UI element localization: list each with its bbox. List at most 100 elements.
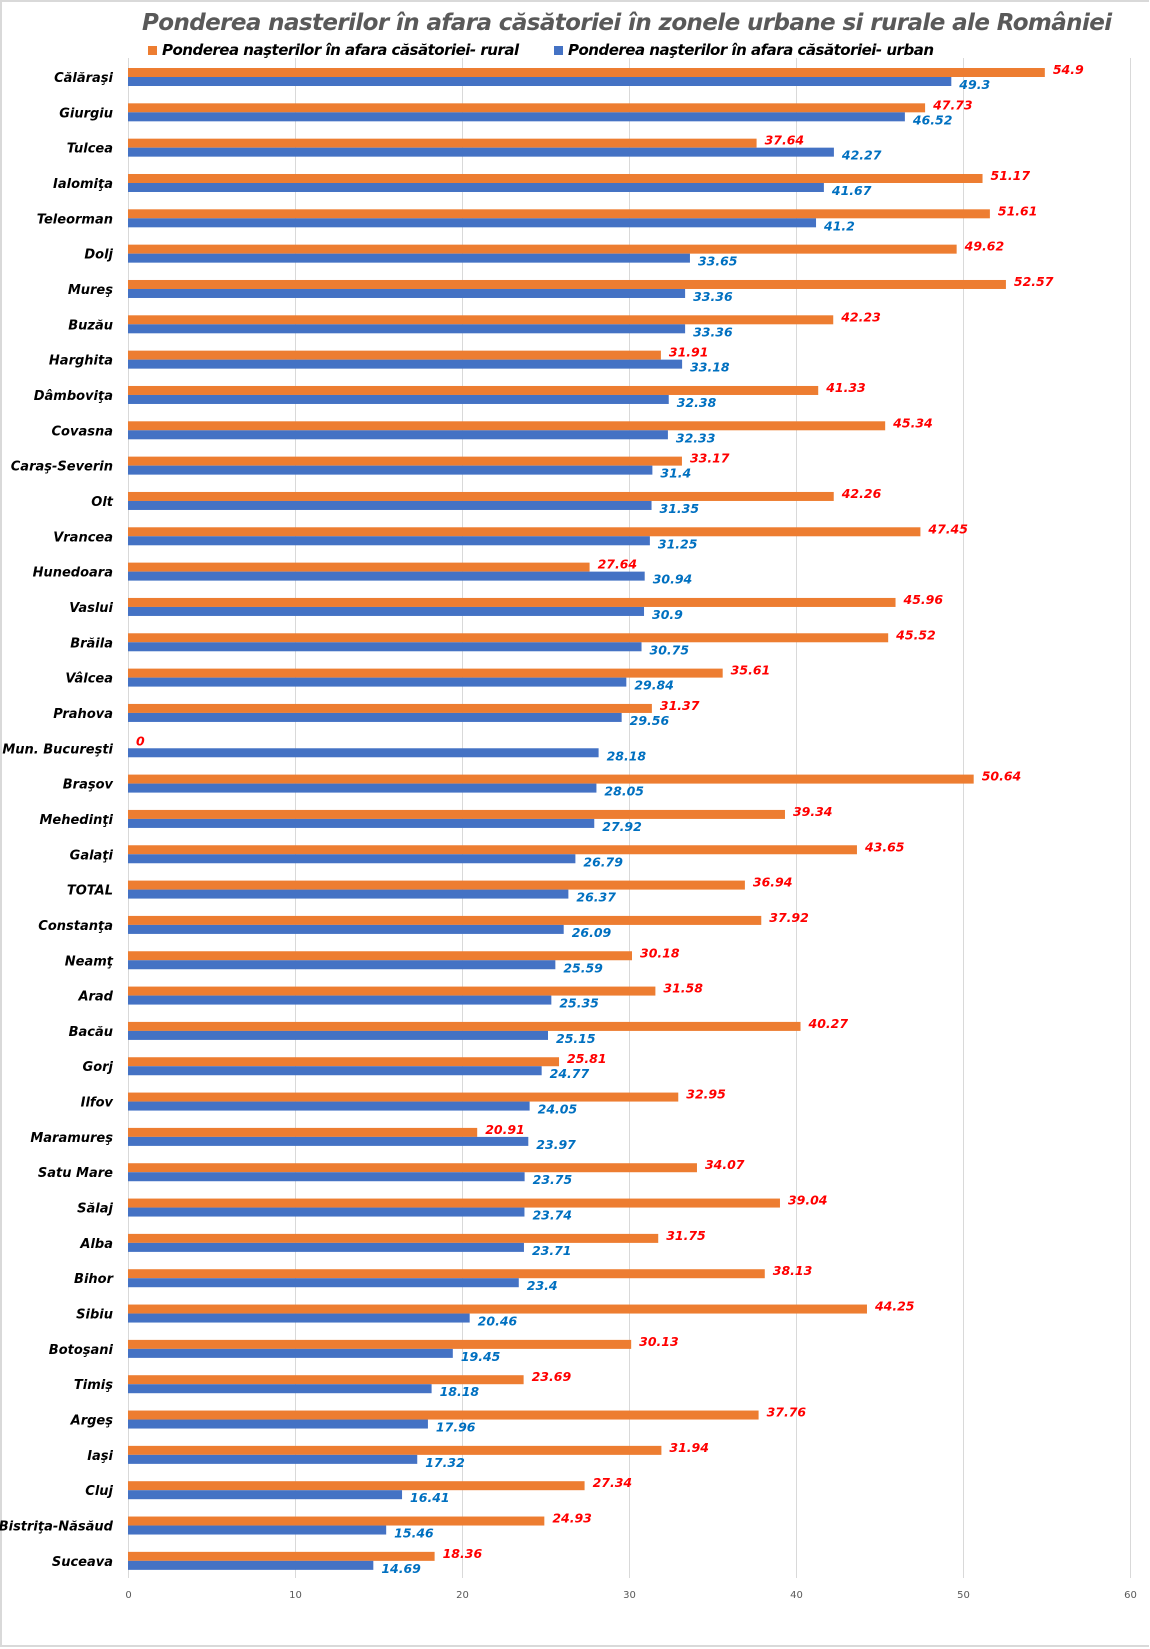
value-label-rural: 23.69 bbox=[532, 1369, 572, 1384]
value-label-rural: 42.23 bbox=[840, 309, 881, 324]
bar-rural bbox=[128, 668, 723, 678]
bar-urban bbox=[128, 1560, 374, 1570]
category-label: Maramureş bbox=[30, 1131, 113, 1146]
bar-urban bbox=[128, 359, 683, 369]
bar-rural bbox=[128, 1198, 780, 1208]
value-label-urban: 46.52 bbox=[912, 112, 953, 127]
value-label-urban: 49.3 bbox=[958, 77, 990, 92]
value-label-rural: 30.13 bbox=[639, 1334, 679, 1349]
category-label: Suceava bbox=[52, 1555, 113, 1570]
bar-urban bbox=[128, 1278, 519, 1288]
value-label-rural: 33.17 bbox=[690, 451, 730, 466]
value-label-urban: 31.35 bbox=[660, 501, 700, 516]
bar-rural bbox=[128, 597, 896, 607]
value-label-urban: 30.94 bbox=[653, 572, 693, 587]
value-label-urban: 23.75 bbox=[533, 1172, 573, 1187]
bar-rural bbox=[128, 1516, 545, 1526]
value-label-urban: 31.25 bbox=[658, 536, 698, 551]
bar-urban bbox=[128, 1419, 428, 1429]
legend-item-rural: Ponderea naşterilor în afara căsătoriei-… bbox=[148, 41, 519, 59]
bar-urban bbox=[128, 818, 595, 828]
bar-rural bbox=[128, 1304, 867, 1314]
value-label-rural: 51.61 bbox=[998, 203, 1038, 218]
value-label-rural: 45.96 bbox=[903, 592, 944, 607]
category-label: Sibiu bbox=[76, 1308, 113, 1323]
bar-urban bbox=[128, 995, 552, 1005]
bar-urban bbox=[128, 783, 597, 793]
value-label-urban: 18.18 bbox=[440, 1384, 480, 1399]
x-tick-label: 60 bbox=[1124, 1590, 1137, 1601]
category-label: Covasna bbox=[52, 424, 113, 439]
bar-urban bbox=[128, 1313, 470, 1323]
value-label-rural: 42.26 bbox=[841, 486, 882, 501]
value-label-rural: 30.18 bbox=[640, 945, 680, 960]
bar-rural bbox=[128, 456, 682, 466]
category-label: Mehedinţi bbox=[39, 813, 113, 828]
value-label-urban: 41.2 bbox=[823, 218, 855, 233]
value-label-rural: 27.64 bbox=[598, 557, 638, 572]
category-labels: Călăraşi Giurgiu Tulcea Ialomiţa Teleorman Do… bbox=[0, 71, 115, 1570]
bar-rural bbox=[128, 915, 762, 925]
bar-urban bbox=[128, 1172, 525, 1182]
value-label-rural: 31.58 bbox=[663, 981, 703, 996]
value-label-urban: 26.37 bbox=[576, 890, 616, 905]
bar-urban bbox=[128, 500, 652, 510]
bar-rural bbox=[128, 1057, 560, 1067]
category-label: Dâmboviţa bbox=[34, 389, 113, 404]
bar-rural bbox=[128, 986, 656, 996]
value-label-rural: 31.37 bbox=[660, 698, 700, 713]
bar-urban bbox=[128, 288, 686, 298]
bar-urban bbox=[128, 606, 645, 616]
value-label-urban: 29.56 bbox=[630, 713, 670, 728]
category-label: Arad bbox=[77, 990, 113, 1005]
value-label-urban: 25.15 bbox=[556, 1031, 596, 1046]
value-label-rural: 25.81 bbox=[567, 1051, 607, 1066]
bar-urban bbox=[128, 889, 569, 899]
value-label-urban: 16.41 bbox=[410, 1490, 450, 1505]
bar-urban bbox=[128, 1242, 524, 1252]
bar-urban bbox=[128, 1348, 453, 1358]
bar-urban bbox=[128, 642, 642, 652]
value-label-urban: 42.27 bbox=[841, 148, 882, 163]
chart-title: Ponderea nasterilor în afara căsătoriei … bbox=[142, 10, 1112, 36]
bar-rural bbox=[128, 880, 745, 890]
value-label-rural: 31.75 bbox=[666, 1228, 706, 1243]
bar-rural bbox=[128, 1021, 801, 1031]
category-label: Vâlcea bbox=[65, 672, 113, 687]
bar-rural bbox=[128, 1339, 632, 1349]
value-label-rural: 44.25 bbox=[874, 1299, 915, 1314]
bar-urban bbox=[128, 924, 564, 934]
value-label-urban: 33.65 bbox=[698, 254, 738, 269]
bar-rural bbox=[128, 1269, 765, 1279]
category-label: Bacău bbox=[69, 1025, 113, 1040]
bar-urban bbox=[128, 465, 653, 475]
bar-urban bbox=[128, 1454, 418, 1464]
bar-urban bbox=[128, 536, 650, 546]
bar-urban bbox=[128, 182, 824, 192]
category-label: Prahova bbox=[53, 707, 113, 722]
x-tick-label: 0 bbox=[125, 1590, 131, 1601]
category-label: Dolj bbox=[84, 248, 113, 263]
value-label-urban: 23.97 bbox=[536, 1137, 576, 1152]
bar-urban bbox=[128, 748, 599, 758]
bar-urban bbox=[128, 1136, 529, 1146]
bar-rural bbox=[128, 951, 633, 961]
x-tick-label: 10 bbox=[289, 1590, 302, 1601]
legend-swatch-urban bbox=[554, 45, 563, 55]
value-label-rural: 31.94 bbox=[669, 1440, 709, 1455]
category-label: Ilfov bbox=[81, 1096, 114, 1111]
value-label-rural: 37.64 bbox=[765, 133, 805, 148]
value-label-rural: 49.62 bbox=[964, 239, 1005, 254]
category-label: Neamţ bbox=[65, 954, 114, 969]
bar-rural bbox=[128, 279, 1006, 289]
bar-rural bbox=[128, 421, 886, 431]
category-label: Argeş bbox=[70, 1414, 114, 1429]
value-label-rural: 39.34 bbox=[793, 804, 833, 819]
bar-rural bbox=[128, 1163, 697, 1173]
value-label-urban: 30.75 bbox=[650, 642, 690, 657]
value-label-urban: 26.09 bbox=[572, 925, 612, 940]
value-label-rural: 40.27 bbox=[808, 1016, 849, 1031]
category-label: Mun. Bucureşti bbox=[2, 742, 113, 757]
category-label: Braşov bbox=[63, 778, 114, 793]
bar-rural bbox=[128, 774, 974, 784]
